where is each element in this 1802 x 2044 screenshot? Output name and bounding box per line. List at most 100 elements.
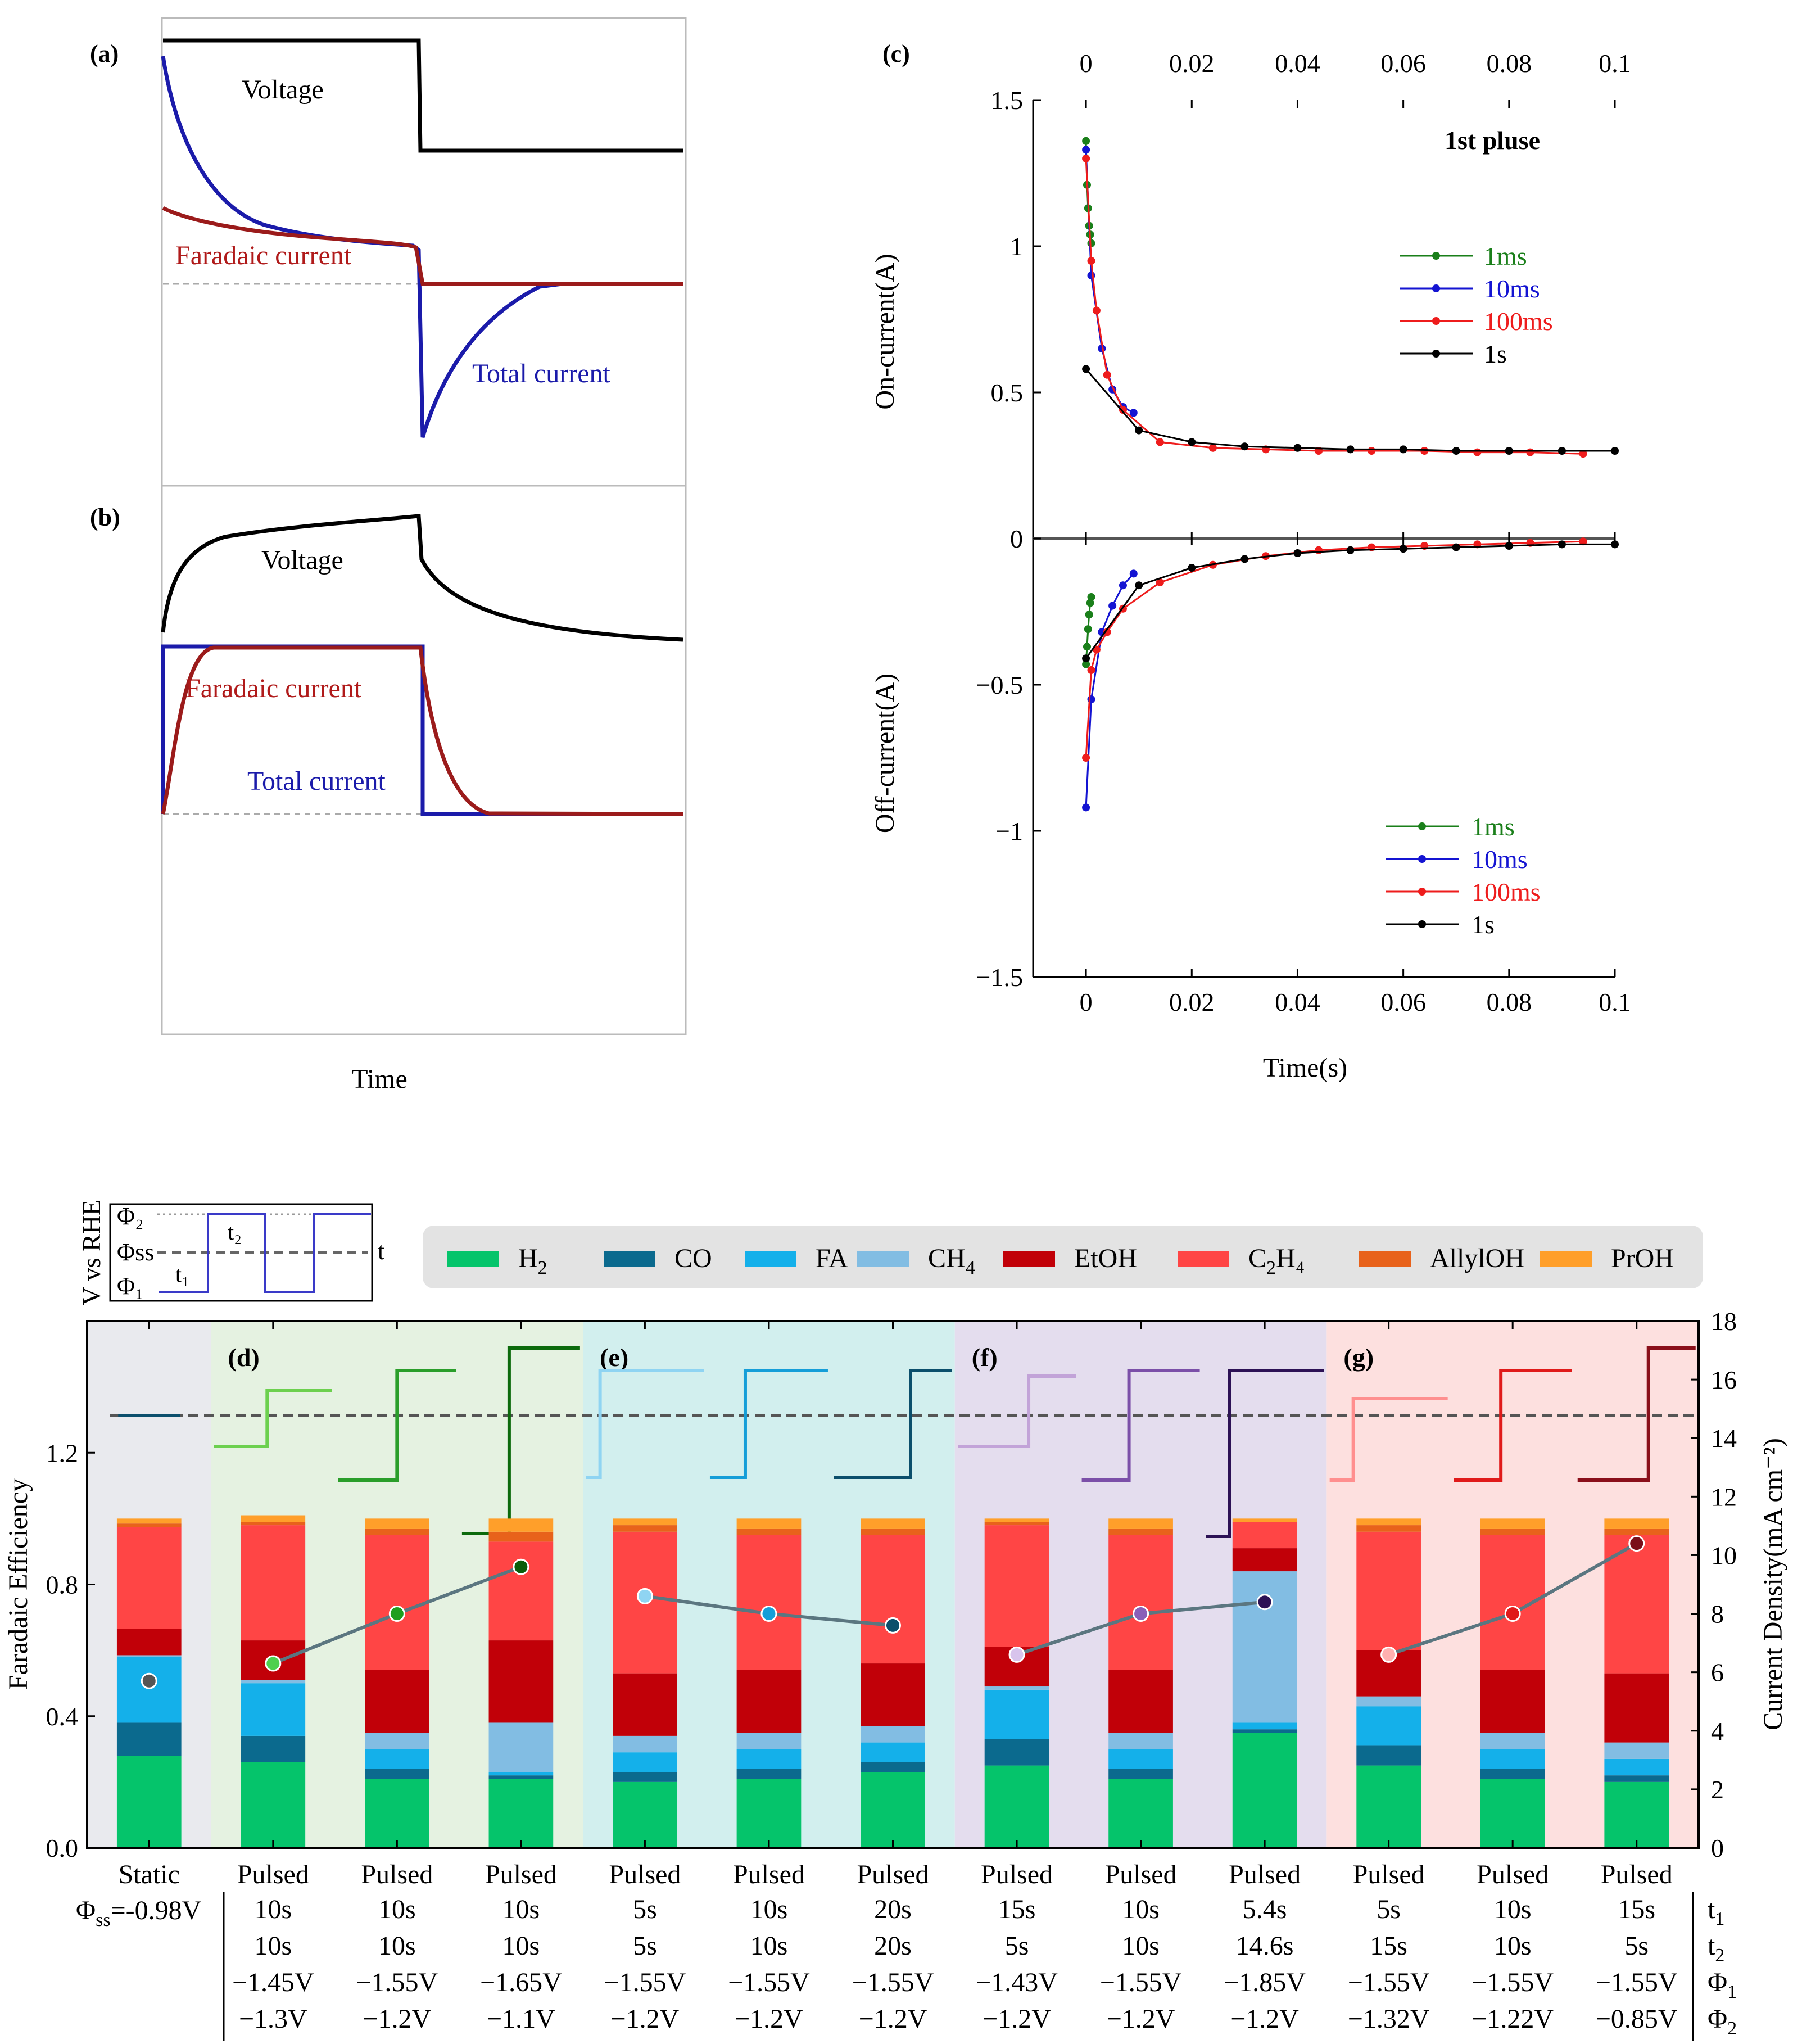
legend-label-sub: 2 [538, 1258, 547, 1278]
c-off-point-1s [1452, 543, 1460, 551]
inset-phi1-label: Φ₁ [117, 1272, 144, 1300]
panel-a-label: (a) [90, 40, 119, 67]
table-mode: Pulsed [733, 1860, 805, 1889]
c-xtick-label-top: 0.04 [1275, 49, 1320, 78]
pulse-glyph [958, 1374, 1076, 1448]
bar-segment-FA [1480, 1749, 1545, 1769]
c-off-point-100ms [1579, 537, 1587, 546]
c-on-point-1s [1293, 444, 1302, 452]
table-t2: 10s [750, 1931, 788, 1961]
c-ytick-label: −1.5 [976, 963, 1023, 992]
bar-segment-CH4 [488, 1722, 554, 1772]
pulse-glyph [1081, 1369, 1200, 1482]
c-on-point-100ms [1103, 370, 1111, 379]
c-ytick-label: −1 [995, 817, 1023, 845]
table-t2: 15s [1370, 1931, 1407, 1961]
bar-segment-C2H4 [241, 1525, 306, 1641]
table-phi2: −1.2V [363, 2004, 431, 2034]
bar-segment-AllylOH [1480, 1528, 1545, 1535]
pulse-glyph [461, 1346, 580, 1535]
c-on-point-100ms [1420, 447, 1429, 455]
c-xtick-label-bottom: 0.06 [1380, 988, 1426, 1016]
dg-left-tick-label: 0.4 [46, 1702, 79, 1731]
c-off-point-1s [1135, 581, 1143, 590]
c-xtick-label-bottom: 0 [1080, 988, 1093, 1016]
bar-segment-CH4 [241, 1680, 306, 1684]
current-density-point [265, 1655, 282, 1672]
table-phi2: −1.2V [983, 2004, 1051, 2034]
bar-segment-H2 [1232, 1733, 1297, 1848]
bar-segment-EtOH [1108, 1670, 1173, 1733]
inset-t2-label: t₂ [228, 1219, 242, 1245]
bar-segment-H2 [1480, 1779, 1545, 1848]
bar-segment-PrOH [1480, 1518, 1545, 1529]
bar-segment-H2 [365, 1779, 429, 1848]
bar-segment-PrOH [365, 1518, 429, 1529]
pulse-glyph [1329, 1397, 1448, 1482]
legend-label-FA: FA [816, 1243, 848, 1273]
legend-swatch-AllylOH [1359, 1251, 1411, 1267]
c-off-point-100ms [1315, 546, 1323, 554]
inset-phi2-label: Φ₂ [117, 1202, 144, 1230]
bar-segment-AllylOH [1604, 1528, 1669, 1535]
table-phi1: −1.55V [604, 1968, 686, 1997]
table-row-label-t1: t1 [1708, 1894, 1724, 1929]
legend-label-sub: 4 [966, 1258, 975, 1278]
pulse-glyph [834, 1369, 952, 1479]
legend-swatch-CH4 [857, 1251, 909, 1267]
dg-right-tick-label: 14 [1711, 1424, 1737, 1453]
panel-b-faradaic-current-curve [161, 645, 683, 816]
table-t2: 5s [1005, 1931, 1029, 1961]
c-off-point-1ms [1084, 625, 1092, 634]
table-t2: 10s [254, 1931, 292, 1961]
c-xtick-label-bottom: 0.08 [1487, 988, 1532, 1016]
bar-segment-H2 [241, 1762, 306, 1848]
table-t1: 5s [633, 1894, 657, 1924]
c-ytick-label: 0 [1010, 524, 1023, 553]
table-phi2: −1.2V [735, 2004, 803, 2034]
bar-segment-CO [736, 1769, 802, 1779]
c-xtick-label-top: 0.06 [1380, 49, 1426, 78]
bar-segment-CO [241, 1735, 306, 1762]
panel-a-faradaic-label: Faradaic current [175, 241, 352, 270]
table-row-label-base: t [1708, 1931, 1715, 1961]
bar-segment-PrOH [613, 1518, 677, 1526]
c-legend-label-1s: 1s [1472, 910, 1495, 939]
table-mode: Pulsed [1229, 1860, 1301, 1889]
c-on-point-100ms [1082, 155, 1090, 162]
c-on-point-100ms [1526, 448, 1534, 456]
current-density-point [1380, 1646, 1397, 1663]
bar-segment-PrOH [984, 1518, 1049, 1522]
c-legend-label-100ms: 100ms [1472, 878, 1541, 906]
table-row-label-t2: t2 [1708, 1931, 1724, 1966]
c-legend-marker-100ms [1432, 317, 1440, 325]
legend-label-CH4: CH4 [928, 1243, 975, 1278]
legend-swatch-H2 [447, 1251, 499, 1267]
table-t1: 5s [1377, 1894, 1401, 1924]
bar-segment-EtOH [365, 1670, 429, 1733]
panel-b-faradaic-label: Faradaic current [185, 673, 362, 703]
legend-label-text: PrOH [1611, 1243, 1674, 1273]
bar-segment-C2H4 [116, 1527, 182, 1629]
dg-right-tick-label: 12 [1711, 1482, 1737, 1511]
bar-segment-FA [613, 1752, 677, 1772]
dg-right-tick-label: 10 [1711, 1541, 1737, 1570]
bar-segment-FA [736, 1749, 802, 1769]
bar-segment-CO [1604, 1775, 1669, 1782]
c-legend-label-10ms: 10ms [1484, 274, 1540, 303]
panel-c-title: 1st pluse [1445, 126, 1540, 155]
legend-swatch-PrOH [1540, 1251, 1592, 1267]
c-on-point-100ms [1119, 406, 1127, 414]
legend-label-text: H [518, 1243, 538, 1273]
table-phi2: −1.3V [239, 2004, 307, 2034]
table-t1: 15s [998, 1894, 1036, 1924]
table-mode: Pulsed [981, 1860, 1053, 1889]
table-phi1: −1.55V [728, 1968, 810, 1997]
table-phi2: −1.2V [611, 2004, 680, 2034]
table-mode: Pulsed [237, 1860, 309, 1889]
inset-frame [109, 1203, 373, 1302]
c-on-point-1s [1082, 365, 1090, 373]
c-xtick-label-top: 0 [1080, 49, 1093, 78]
bar-segment-AllylOH [984, 1522, 1049, 1526]
bar-segment-CO [365, 1769, 429, 1779]
